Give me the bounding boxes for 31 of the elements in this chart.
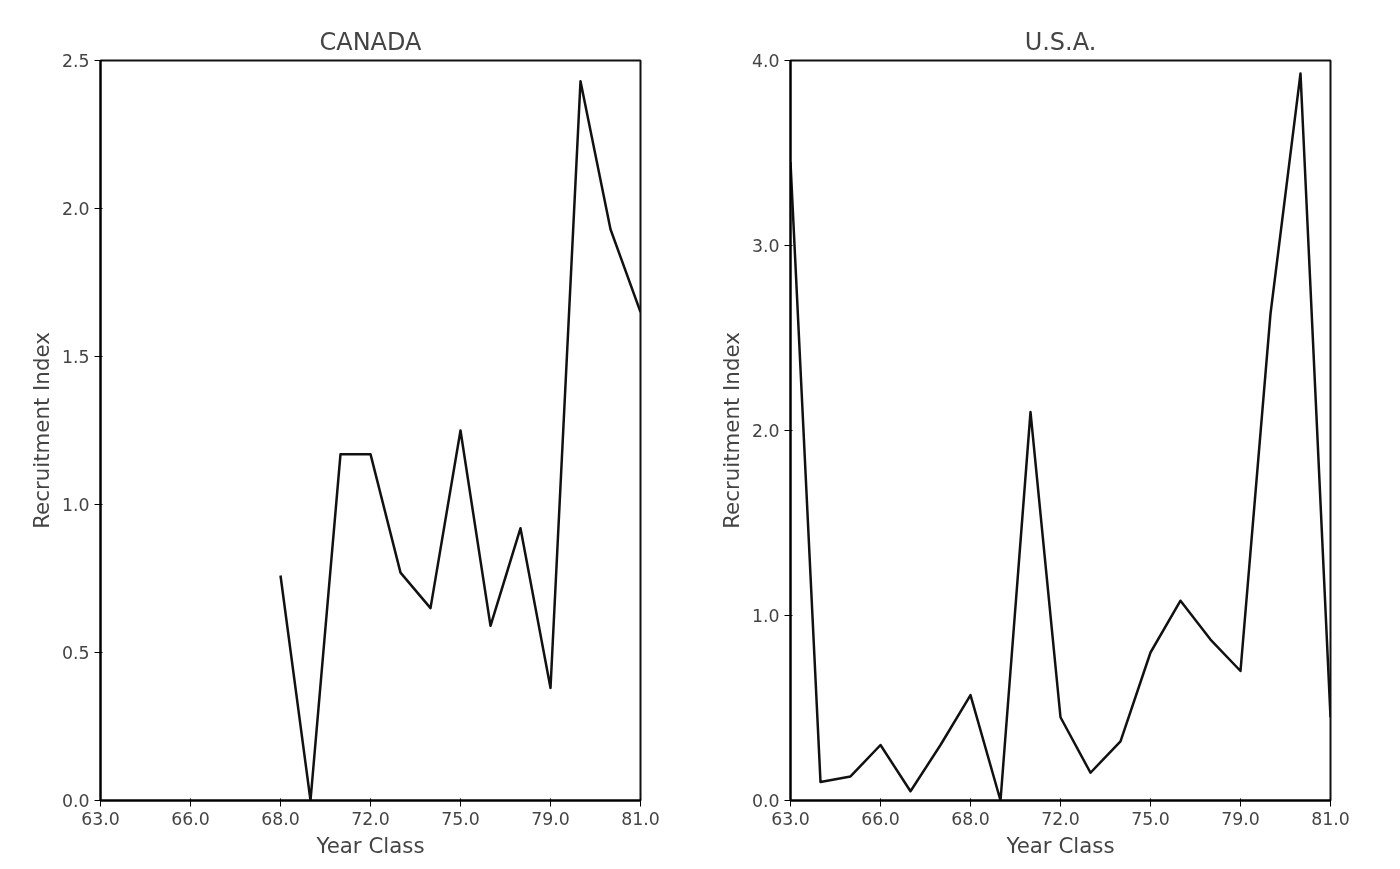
y-tick-label: 0.0 — [61, 791, 90, 811]
y-tick-label: 2.0 — [61, 199, 90, 219]
x-tick-label: 63.0 — [81, 808, 120, 829]
x-tick-label: 63.0 — [771, 808, 810, 829]
y-tick-label: 3.0 — [751, 236, 780, 256]
y-tick-label: 1.5 — [61, 347, 90, 367]
x-tick-label: 81.0 — [1311, 808, 1350, 829]
x-tick-label: 81.0 — [621, 808, 660, 829]
chart-title: CANADA — [319, 27, 423, 56]
y-tick-label: 2.0 — [751, 421, 780, 441]
x-tick-label: 68.0 — [951, 808, 990, 829]
y-tick-label: 4.0 — [751, 51, 780, 71]
y-tick-label: 1.0 — [61, 495, 90, 515]
y-tick-label: 2.5 — [61, 51, 90, 71]
x-tick-label: 75.0 — [1131, 808, 1170, 829]
x-tick-label: 72.0 — [1041, 808, 1080, 829]
x-tick-label: 75.0 — [441, 808, 480, 829]
y-axis-title: Recruitment Index — [718, 332, 744, 529]
y-axis-title: Recruitment Index — [28, 332, 54, 529]
x-axis-title: Year Class — [315, 832, 425, 858]
y-tick-label: 1.0 — [751, 606, 780, 626]
x-tick-label: 72.0 — [351, 808, 390, 829]
y-tick-label: 0.0 — [751, 791, 780, 811]
x-tick-label: 79.0 — [1221, 808, 1260, 829]
x-tick-label: 68.0 — [261, 808, 300, 829]
x-tick-label: 79.0 — [531, 808, 570, 829]
x-axis-title: Year Class — [1005, 832, 1115, 858]
x-tick-label: 66.0 — [171, 808, 210, 829]
chart-title: U.S.A. — [1024, 27, 1097, 56]
x-tick-label: 66.0 — [861, 808, 900, 829]
y-tick-label: 0.5 — [61, 643, 90, 663]
